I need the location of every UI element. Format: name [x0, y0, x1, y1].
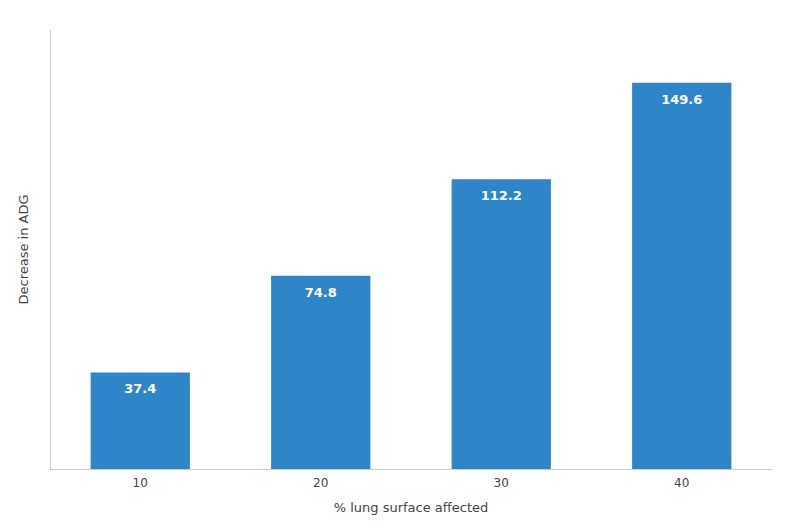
- svg-text:112.2: 112.2: [481, 188, 522, 203]
- svg-text:74.8: 74.8: [305, 285, 337, 300]
- svg-text:10: 10: [133, 476, 148, 490]
- svg-text:20: 20: [313, 476, 328, 490]
- svg-text:37.4: 37.4: [124, 381, 156, 396]
- svg-text:30: 30: [494, 476, 509, 490]
- svg-text:Decrease in ADG: Decrease in ADG: [16, 194, 31, 304]
- svg-text:% lung surface affected: % lung surface affected: [334, 500, 489, 515]
- svg-text:40: 40: [674, 476, 689, 490]
- svg-text:149.6: 149.6: [661, 92, 702, 107]
